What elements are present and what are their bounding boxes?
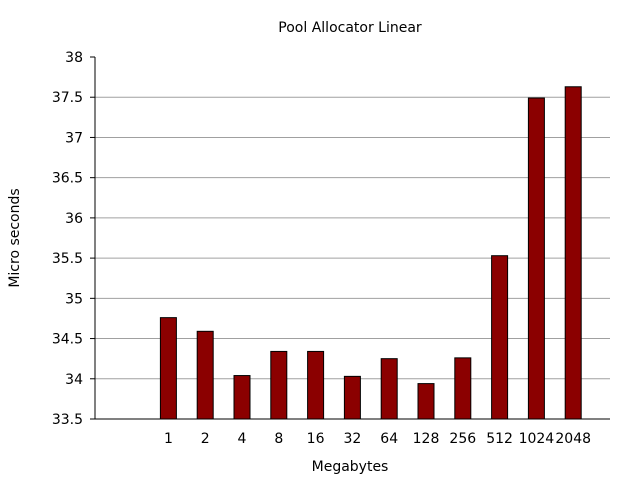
- x-tick-label: 4: [238, 431, 247, 447]
- x-tick-label: 256: [449, 431, 476, 447]
- bar-1024: [527, 97, 545, 420]
- x-tick-label: 1024: [519, 431, 555, 447]
- y-tick-label: 37.5: [52, 90, 83, 106]
- bar-32: [343, 375, 361, 420]
- chart-title: Pool Allocator Linear: [278, 20, 422, 36]
- bar-512: [491, 255, 509, 420]
- y-axis-label: Micro seconds: [7, 188, 23, 287]
- bar-2: [196, 330, 214, 420]
- x-tick-label: 64: [380, 431, 398, 447]
- y-tick-label: 36.5: [52, 171, 83, 187]
- y-tick-label: 36: [65, 211, 83, 227]
- bar-64: [380, 358, 398, 420]
- x-tick-label: 128: [413, 431, 440, 447]
- y-tick-label: 35: [65, 291, 83, 307]
- x-tick-label: 8: [274, 431, 283, 447]
- x-tick-label: 16: [307, 431, 325, 447]
- x-tick-labels: 1 2 4 8 16 32 64 128 256 512 1024 2048: [164, 431, 591, 447]
- plot-frame: [94, 57, 610, 420]
- bar-2048: [564, 86, 582, 420]
- bar-16: [307, 350, 325, 420]
- bar-8: [270, 350, 288, 420]
- bar-128: [417, 383, 435, 420]
- bars: [159, 86, 582, 420]
- x-tick-label: 1: [164, 431, 173, 447]
- x-tick-label: 2: [201, 431, 210, 447]
- x-tick-label: 512: [486, 431, 513, 447]
- bar-1: [159, 317, 177, 420]
- y-tick-label: 34: [65, 372, 83, 388]
- x-axis-label: Megabytes: [312, 459, 389, 475]
- x-tick-label: 2048: [555, 431, 591, 447]
- bar-4: [233, 375, 251, 420]
- y-tick-labels: 33.5 34 34.5 35 35.5 36 36.5 37 37.5 38: [52, 50, 95, 428]
- y-tick-label: 34.5: [52, 332, 83, 348]
- y-tick-label: 35.5: [52, 251, 83, 267]
- y-tick-label: 38: [65, 50, 83, 66]
- y-tick-label: 37: [65, 130, 83, 146]
- y-tick-label: 33.5: [52, 412, 83, 428]
- bar-256: [454, 357, 472, 420]
- grid-lines: [95, 96, 610, 380]
- x-tick-label: 32: [343, 431, 361, 447]
